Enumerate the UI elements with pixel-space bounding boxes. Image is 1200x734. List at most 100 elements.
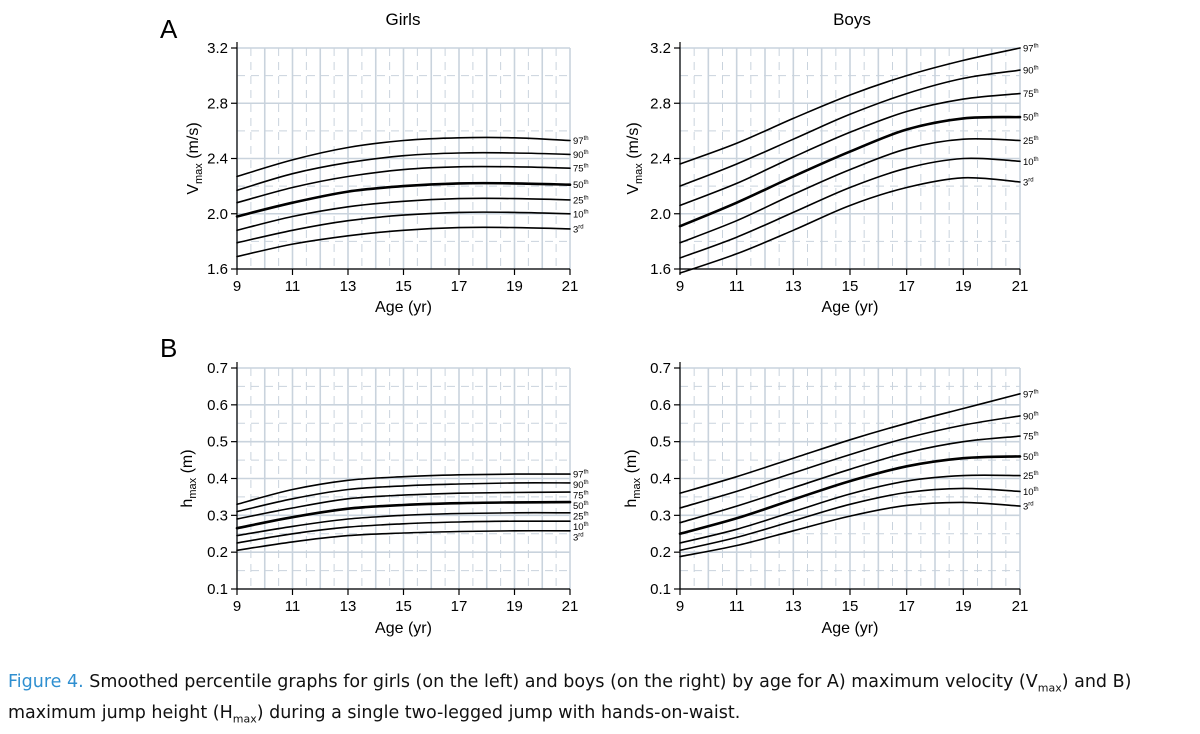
series-label: 75th [1023,432,1039,443]
y-tick-label: 0.6 [650,397,671,414]
x-tick-label: 15 [842,278,859,295]
panel-label-b: B [160,333,178,363]
y-axis-title-main: h [623,499,640,508]
x-tick-label: 19 [506,598,523,615]
series-label: 3rd [1023,177,1034,188]
series-label: 97th [1023,44,1039,55]
series-label-sup: rd [1028,502,1033,508]
series-label-sup: th [1034,471,1039,477]
caption-sub-1: max [1037,681,1062,695]
y-tick-label: 2.0 [207,206,228,223]
series-label: 25th [573,512,589,523]
chart-2: 9 11 13 15 17 19 21 0.1 0.2 0.3 0.4 0.5 0.6 0.7 Age (y… [179,360,589,637]
y-axis-title-main: V [625,184,642,195]
percentile-curve-10 [236,520,571,544]
y-tick-label: 3.2 [650,40,671,57]
series-label-num: 90 [1023,411,1034,422]
series-label-num: 25 [1023,136,1034,147]
series-label-sup: th [584,164,589,170]
series-label-sup: th [584,480,589,486]
series-label: 25th [1023,471,1039,482]
series-label: 97th [573,136,589,147]
percentile-curve-3 [236,226,571,258]
x-tick-label: 11 [285,278,301,295]
series-label-num: 90 [573,150,584,161]
series-label-sup: th [584,209,589,215]
x-tick-label: 17 [451,598,468,615]
x-tick-label: 21 [562,278,579,295]
series-label-num: 75 [1023,89,1034,100]
grid [236,47,571,270]
percentile-curve-97 [236,136,571,178]
series-label-num: 10 [1023,487,1034,498]
series-label-sup: th [1034,113,1039,119]
series-label-sup: th [1034,432,1039,438]
y-axis-title: hmax (m) [179,449,199,507]
series-label-sup: th [1034,136,1039,142]
y-axis-title-unit: (m) [623,449,640,477]
chart-0: 9 11 13 15 17 19 21 1.6 2.0 2.4 2.8 3.2 Age (yr) Vmax… [185,10,589,316]
series-label: 3rd [1023,502,1034,513]
percentile-curve-50 [235,500,572,530]
series-label-sup: th [1034,411,1039,417]
x-axis-title: Age (yr) [375,299,432,316]
y-tick-label: 3.2 [207,40,228,57]
series-label: 50th [1023,113,1039,124]
series-label-sup: th [1034,389,1039,395]
percentile-curve-25 [679,137,1021,244]
series-label: 3rd [573,533,584,544]
y-axis-title-sub: max [187,477,199,498]
series-label-num: 10 [573,522,584,533]
y-tick-label: 2.8 [207,95,228,112]
percentile-curve-25 [236,511,571,537]
x-tick-label: 15 [395,598,412,615]
x-tick-label: 21 [1012,278,1029,295]
y-tick-label: 0.5 [207,434,228,451]
percentile-curve-90 [236,482,571,513]
x-tick-label: 21 [1012,598,1029,615]
series-label-num: 97 [1023,44,1034,55]
series-label-num: 3 [1023,177,1028,188]
percentile-curve-50 [235,181,572,218]
x-tick-label: 9 [676,278,684,295]
x-tick-label: 19 [506,278,523,295]
series-label-num: 25 [1023,471,1034,482]
x-tick-label: 17 [451,278,468,295]
series-label: 75th [573,491,589,502]
grid [236,367,571,590]
series-label-sup: th [584,470,589,476]
x-tick-label: 11 [729,598,745,615]
series-label-num: 10 [573,209,584,220]
series-label-num: 3 [573,224,578,235]
y-tick-label: 0.6 [207,397,228,414]
percentile-curve-75 [679,92,1021,207]
chart-title: Girls [386,10,421,29]
y-tick-label: 2.4 [207,151,228,168]
series-label-num: 50 [573,501,584,512]
x-tick-label: 19 [955,598,972,615]
percentile-curve-10 [236,211,571,244]
series-label: 90th [1023,411,1039,422]
caption-sub-2: max [232,712,257,725]
series-label-sup: rd [1028,177,1033,183]
series-label: 50th [573,180,589,191]
series-label-num: 90 [1023,66,1034,77]
series-label: 25th [1023,136,1039,147]
y-tick-label: 0.7 [650,360,671,377]
series-label-sup: th [584,501,589,507]
series-label-sup: th [1034,452,1039,458]
caption-text-1: Smoothed percentile graphs for girls (on… [83,672,1038,692]
series-label: 97th [1023,389,1039,400]
percentile-curve-97 [679,393,1021,494]
y-axis-title-unit: (m/s) [625,122,642,163]
series-label: 10th [573,209,589,220]
y-tick-label: 2.8 [650,95,671,112]
percentile-curve-75 [236,165,571,204]
percentile-curve-50 [678,455,1022,536]
y-tick-label: 0.3 [650,507,671,524]
percentile-curve-97 [236,473,571,506]
series-label-num: 97 [573,470,584,481]
y-axis-title: Vmax (m/s) [625,122,645,194]
percentile-curve-75 [679,435,1021,524]
x-tick-label: 9 [676,598,684,615]
